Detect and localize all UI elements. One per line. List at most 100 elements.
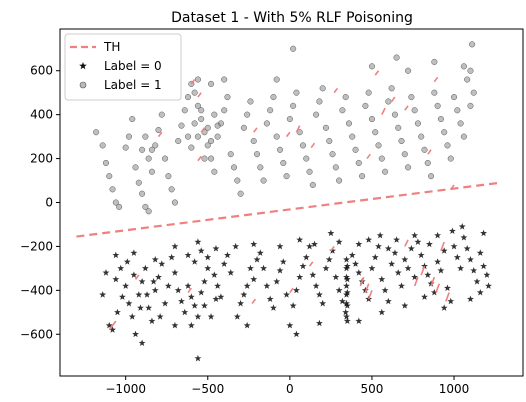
label0-point bbox=[187, 321, 195, 329]
label1-point bbox=[194, 133, 201, 140]
x-tick-label: 1000 bbox=[439, 382, 470, 396]
label0-point bbox=[279, 258, 287, 265]
label0-point bbox=[312, 282, 320, 289]
label1-point bbox=[454, 107, 461, 114]
label0-point bbox=[214, 282, 222, 289]
label0-point bbox=[118, 293, 126, 300]
poison-marker bbox=[308, 261, 314, 267]
legend-star-glyph bbox=[79, 62, 87, 70]
label0-point bbox=[168, 253, 176, 261]
label0-point bbox=[293, 286, 300, 294]
label0-point bbox=[224, 251, 231, 259]
label0-point bbox=[378, 275, 386, 283]
label1-point bbox=[450, 94, 458, 101]
label0-point bbox=[204, 264, 212, 272]
label1-point bbox=[168, 186, 175, 193]
label1-point bbox=[293, 89, 300, 96]
label1-point bbox=[194, 76, 201, 83]
plot-area bbox=[76, 41, 501, 362]
label0-point bbox=[480, 262, 488, 270]
label0-point bbox=[233, 313, 241, 320]
label1-point bbox=[368, 63, 376, 70]
label0-point bbox=[319, 299, 327, 307]
label0-point bbox=[299, 262, 307, 270]
label0-point bbox=[365, 236, 373, 243]
label0-point bbox=[217, 293, 225, 300]
label0-point bbox=[343, 288, 351, 296]
label0-point bbox=[105, 321, 113, 329]
label0-point bbox=[250, 240, 258, 248]
label1-point bbox=[306, 168, 313, 175]
poison-marker bbox=[200, 127, 206, 133]
label0-point bbox=[388, 260, 396, 267]
label0-point bbox=[181, 308, 189, 316]
label0-point bbox=[117, 264, 125, 272]
poison-marker bbox=[374, 70, 380, 76]
label1-point bbox=[260, 177, 267, 184]
label0-point bbox=[243, 282, 251, 289]
label0-point bbox=[197, 247, 205, 254]
poison-marker bbox=[285, 131, 291, 138]
poison-marker bbox=[404, 239, 409, 247]
y-tick-label: −600 bbox=[20, 327, 53, 341]
label1-point bbox=[240, 124, 247, 131]
label1-point bbox=[375, 142, 382, 149]
label1-point bbox=[191, 89, 198, 96]
label0-point bbox=[457, 264, 465, 272]
label1-point bbox=[460, 63, 467, 70]
label0-point bbox=[427, 280, 435, 287]
label0-point bbox=[191, 302, 199, 309]
label1-point bbox=[290, 102, 297, 109]
label1-point bbox=[194, 102, 201, 109]
label1-point bbox=[185, 133, 192, 140]
label1-point bbox=[405, 164, 412, 171]
label0-point bbox=[150, 277, 158, 285]
label0-point bbox=[114, 308, 121, 316]
label0-point bbox=[187, 293, 195, 300]
poison-marker bbox=[190, 79, 196, 85]
label0-point bbox=[227, 269, 235, 276]
legend: TH Label = 0 Label = 1 bbox=[64, 33, 182, 101]
poison-marker bbox=[404, 105, 409, 111]
label0-point bbox=[184, 282, 192, 289]
label1-point bbox=[129, 115, 136, 123]
label0-point bbox=[204, 253, 212, 261]
label1-point bbox=[178, 122, 185, 129]
label1-point bbox=[434, 102, 441, 109]
label1-point bbox=[355, 159, 362, 167]
label0-point bbox=[335, 238, 343, 245]
label0-point bbox=[322, 264, 330, 272]
label1-point bbox=[309, 181, 316, 188]
label0-point bbox=[210, 271, 218, 278]
label0-point bbox=[253, 256, 261, 263]
label1-point bbox=[316, 98, 323, 105]
label0-point bbox=[256, 249, 264, 256]
label0-point bbox=[128, 313, 136, 320]
label1-point bbox=[437, 115, 444, 123]
label0-point bbox=[125, 299, 133, 307]
label0-point bbox=[448, 227, 456, 234]
label1-point bbox=[185, 94, 192, 101]
label0-point bbox=[174, 286, 182, 294]
label0-point bbox=[325, 256, 333, 263]
label1-point bbox=[342, 94, 349, 101]
threshold-line bbox=[76, 181, 501, 238]
label0-point bbox=[302, 253, 310, 261]
label1-point bbox=[191, 120, 198, 127]
label0-point bbox=[240, 291, 248, 298]
label0-point bbox=[371, 253, 379, 261]
label1-point bbox=[411, 107, 418, 114]
label1-point bbox=[395, 124, 402, 131]
label0-point bbox=[212, 245, 220, 252]
label0-point bbox=[237, 299, 245, 307]
label1-point bbox=[441, 129, 448, 136]
label1-point bbox=[145, 155, 152, 162]
label0-point bbox=[421, 262, 428, 270]
label1-point bbox=[198, 107, 205, 114]
poison-marker bbox=[157, 131, 163, 138]
label1-point bbox=[224, 94, 231, 101]
label0-point bbox=[343, 273, 350, 281]
label0-point bbox=[411, 273, 419, 281]
label1-point bbox=[221, 76, 228, 83]
